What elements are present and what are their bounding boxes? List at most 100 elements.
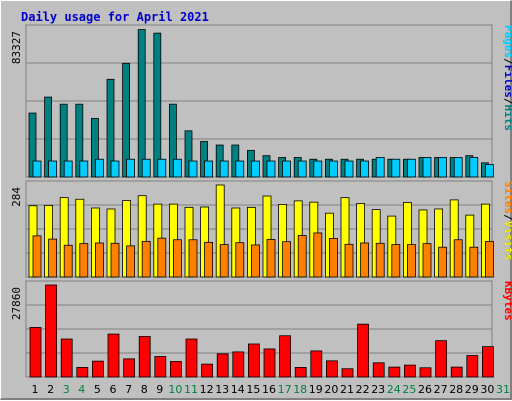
bar-pages	[469, 157, 479, 178]
day-label: 28	[449, 383, 463, 396]
day-label: 24	[387, 383, 401, 396]
day-label: 18	[293, 383, 307, 396]
bar-sites	[79, 243, 89, 278]
bar-kbytes	[372, 362, 385, 378]
bar-sites	[188, 239, 198, 278]
bar-hits	[122, 62, 130, 178]
bar-hits	[91, 117, 99, 178]
bar-sites	[110, 242, 120, 278]
bar-sites	[406, 244, 416, 278]
day-label: 15	[246, 383, 260, 396]
day-label: 17	[278, 383, 292, 396]
day-label: 26	[418, 383, 432, 396]
bar-kbytes	[294, 367, 307, 378]
bar-kbytes	[341, 368, 354, 378]
bar-hits	[200, 141, 209, 178]
bar-sites	[126, 245, 135, 278]
bar-sites	[95, 242, 104, 278]
bar-pages	[422, 157, 432, 178]
bar-kbytes	[154, 356, 167, 378]
bar-pages	[328, 160, 338, 178]
bar-sites	[469, 246, 479, 278]
bar-pages	[110, 160, 120, 178]
day-label: 1	[32, 383, 39, 396]
bar-pages	[95, 158, 104, 178]
legend-separator: /	[502, 58, 512, 65]
bar-sites	[157, 237, 167, 278]
legend-entry: Files	[502, 65, 512, 98]
day-label: 11	[184, 383, 198, 396]
day-label: 6	[110, 383, 117, 396]
bar-kbytes	[232, 351, 245, 378]
bar-pages	[48, 160, 57, 178]
y-max-label: 83327	[10, 31, 23, 64]
day-label: 14	[231, 383, 245, 396]
day-label: 20	[324, 383, 338, 396]
bar-kbytes	[388, 366, 401, 378]
bar-kbytes	[263, 348, 276, 378]
y-max-label: 284	[10, 187, 23, 207]
day-label: 12	[200, 383, 214, 396]
day-label: 2	[47, 383, 54, 396]
bar-hits	[28, 112, 37, 178]
bar-kbytes	[201, 363, 214, 378]
bar-kbytes	[107, 333, 120, 378]
day-label: 8	[141, 383, 148, 396]
bar-sites	[360, 242, 370, 278]
bar-pages	[204, 160, 214, 178]
bar-sites	[141, 240, 151, 278]
bar-sites	[204, 241, 214, 278]
chart-title: Daily usage for April 2021	[21, 10, 209, 24]
bar-sites	[344, 243, 354, 278]
bar-pages	[484, 164, 494, 178]
bar-sites	[297, 235, 307, 278]
day-label: 7	[125, 383, 132, 396]
bar-hits	[59, 103, 68, 178]
bar-kbytes	[466, 355, 479, 378]
bar-kbytes	[29, 327, 42, 378]
bar-hits	[153, 32, 162, 178]
bar-sites	[282, 241, 292, 278]
legend-label: KBytes	[502, 281, 512, 321]
bar-sites	[422, 243, 432, 278]
bar-kbytes	[435, 340, 448, 378]
legend-label: Pages/Files/Hits	[502, 25, 512, 131]
bar-sites	[172, 239, 182, 278]
day-label: 19	[309, 383, 323, 396]
bar-sites	[32, 235, 42, 278]
bar-sites	[328, 238, 338, 278]
bar-sites	[48, 238, 57, 278]
bar-kbytes	[310, 350, 323, 378]
bar-pages	[141, 158, 151, 178]
legend-separator: /	[502, 214, 512, 221]
day-label: 16	[262, 383, 276, 396]
day-label: 10	[168, 383, 182, 396]
day-label: 5	[94, 383, 101, 396]
legend-entry: Hits	[502, 105, 512, 132]
bar-pages	[188, 160, 198, 178]
day-label: 4	[78, 383, 85, 396]
day-label: 29	[465, 383, 479, 396]
bar-kbytes	[76, 367, 89, 378]
day-label: 27	[434, 383, 448, 396]
day-label: 13	[215, 383, 229, 396]
bar-pages	[172, 158, 182, 178]
bar-pages	[32, 160, 42, 178]
bar-kbytes	[403, 364, 416, 378]
legend-entry: Pages	[502, 25, 512, 58]
bar-hits	[168, 103, 177, 178]
bar-sites	[391, 244, 401, 278]
bar-pages	[438, 157, 448, 178]
bar-kbytes	[419, 367, 432, 378]
bar-sites	[484, 240, 494, 278]
bar-kbytes	[481, 346, 494, 378]
bar-pages	[79, 160, 89, 178]
day-label: 21	[340, 383, 354, 396]
bar-kbytes	[169, 361, 182, 378]
legend-separator: /	[502, 98, 512, 105]
bar-pages	[453, 157, 463, 178]
day-label: 30	[480, 383, 494, 396]
bar-sites	[266, 239, 276, 278]
